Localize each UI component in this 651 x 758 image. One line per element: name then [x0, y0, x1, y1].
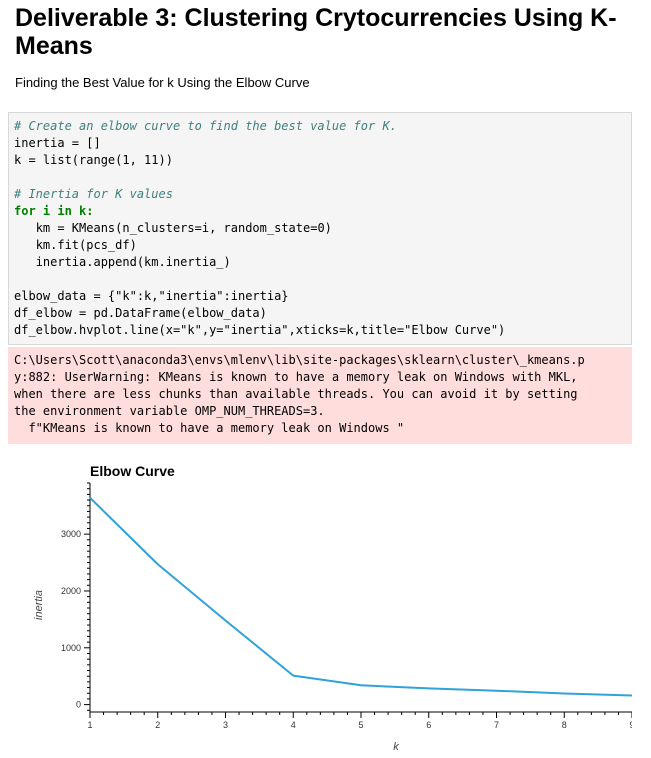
x-tick-label: 2 [155, 720, 160, 730]
chart-svg[interactable]: Elbow Curve 0 1000 2000 3000 1 2 3 4 5 6 7 8 9 k ine… [8, 455, 632, 755]
elbow-chart[interactable]: Elbow Curve 0 1000 2000 3000 1 2 3 4 5 6 7 8 9 k ine… [8, 455, 632, 755]
warning-line: the environment variable OMP_NUM_THREADS… [14, 404, 325, 418]
warning-line: C:\Users\Scott\anaconda3\envs\mlenv\lib\… [14, 353, 585, 367]
inertia-line [89, 497, 632, 697]
y-tick-label: 3000 [61, 529, 81, 539]
chart-series [89, 497, 632, 697]
warning-text: C:\Users\Scott\anaconda3\envs\mlenv\lib\… [14, 352, 632, 437]
code-line: km = KMeans(n_clusters=i, random_state=0… [35, 221, 332, 235]
code-line: k = list(range(1, 11)) [14, 153, 173, 167]
code-comment: # Inertia for K values [14, 187, 173, 201]
x-tick-label: 1 [87, 720, 92, 730]
code-line: df_elbow.hvplot.line(x="k",y="inertia",x… [14, 323, 506, 337]
warning-output: C:\Users\Scott\anaconda3\envs\mlenv\lib\… [8, 347, 632, 444]
x-axis-label: k [393, 741, 399, 753]
x-tick-label: 5 [358, 720, 363, 730]
section-subtitle: Finding the Best Value for k Using the E… [15, 75, 310, 90]
warning-line: y:882: UserWarning: KMeans is known to h… [14, 370, 578, 384]
y-tick-label: 1000 [61, 643, 81, 653]
y-axis-label: inertia [33, 590, 45, 620]
warning-line: f"KMeans is known to have a memory leak … [14, 421, 405, 435]
code-line: df_elbow = pd.DataFrame(elbow_data) [14, 306, 267, 320]
code-line: for i in k: [14, 204, 94, 218]
warning-line: when there are less chunks than availabl… [14, 387, 578, 401]
x-tick-label: 6 [426, 720, 431, 730]
code-line: elbow_data = {"k":k,"inertia":inertia} [14, 289, 289, 303]
x-tick-label: 8 [562, 720, 567, 730]
y-tick-label: 0 [76, 700, 81, 710]
x-tick-label: 4 [291, 720, 296, 730]
code-line: km.fit(pcs_df) [35, 238, 137, 252]
page-title: Deliverable 3: Clustering Crytocurrencie… [15, 4, 617, 60]
chart-axes: 0 1000 2000 3000 1 2 3 4 5 6 7 8 9 [61, 482, 632, 730]
x-tick-label: 7 [494, 720, 499, 730]
code-line: inertia = [] [14, 136, 101, 150]
x-tick-label: 9 [629, 720, 632, 730]
code-cell[interactable]: # Create an elbow curve to find the best… [8, 112, 632, 345]
x-tick-label: 3 [223, 720, 228, 730]
code-line: inertia.append(km.inertia_) [35, 255, 231, 269]
chart-title: Elbow Curve [90, 463, 175, 479]
y-tick-label: 2000 [61, 586, 81, 596]
code-comment: # Create an elbow curve to find the best… [14, 119, 397, 133]
code-block[interactable]: # Create an elbow curve to find the best… [9, 113, 631, 339]
